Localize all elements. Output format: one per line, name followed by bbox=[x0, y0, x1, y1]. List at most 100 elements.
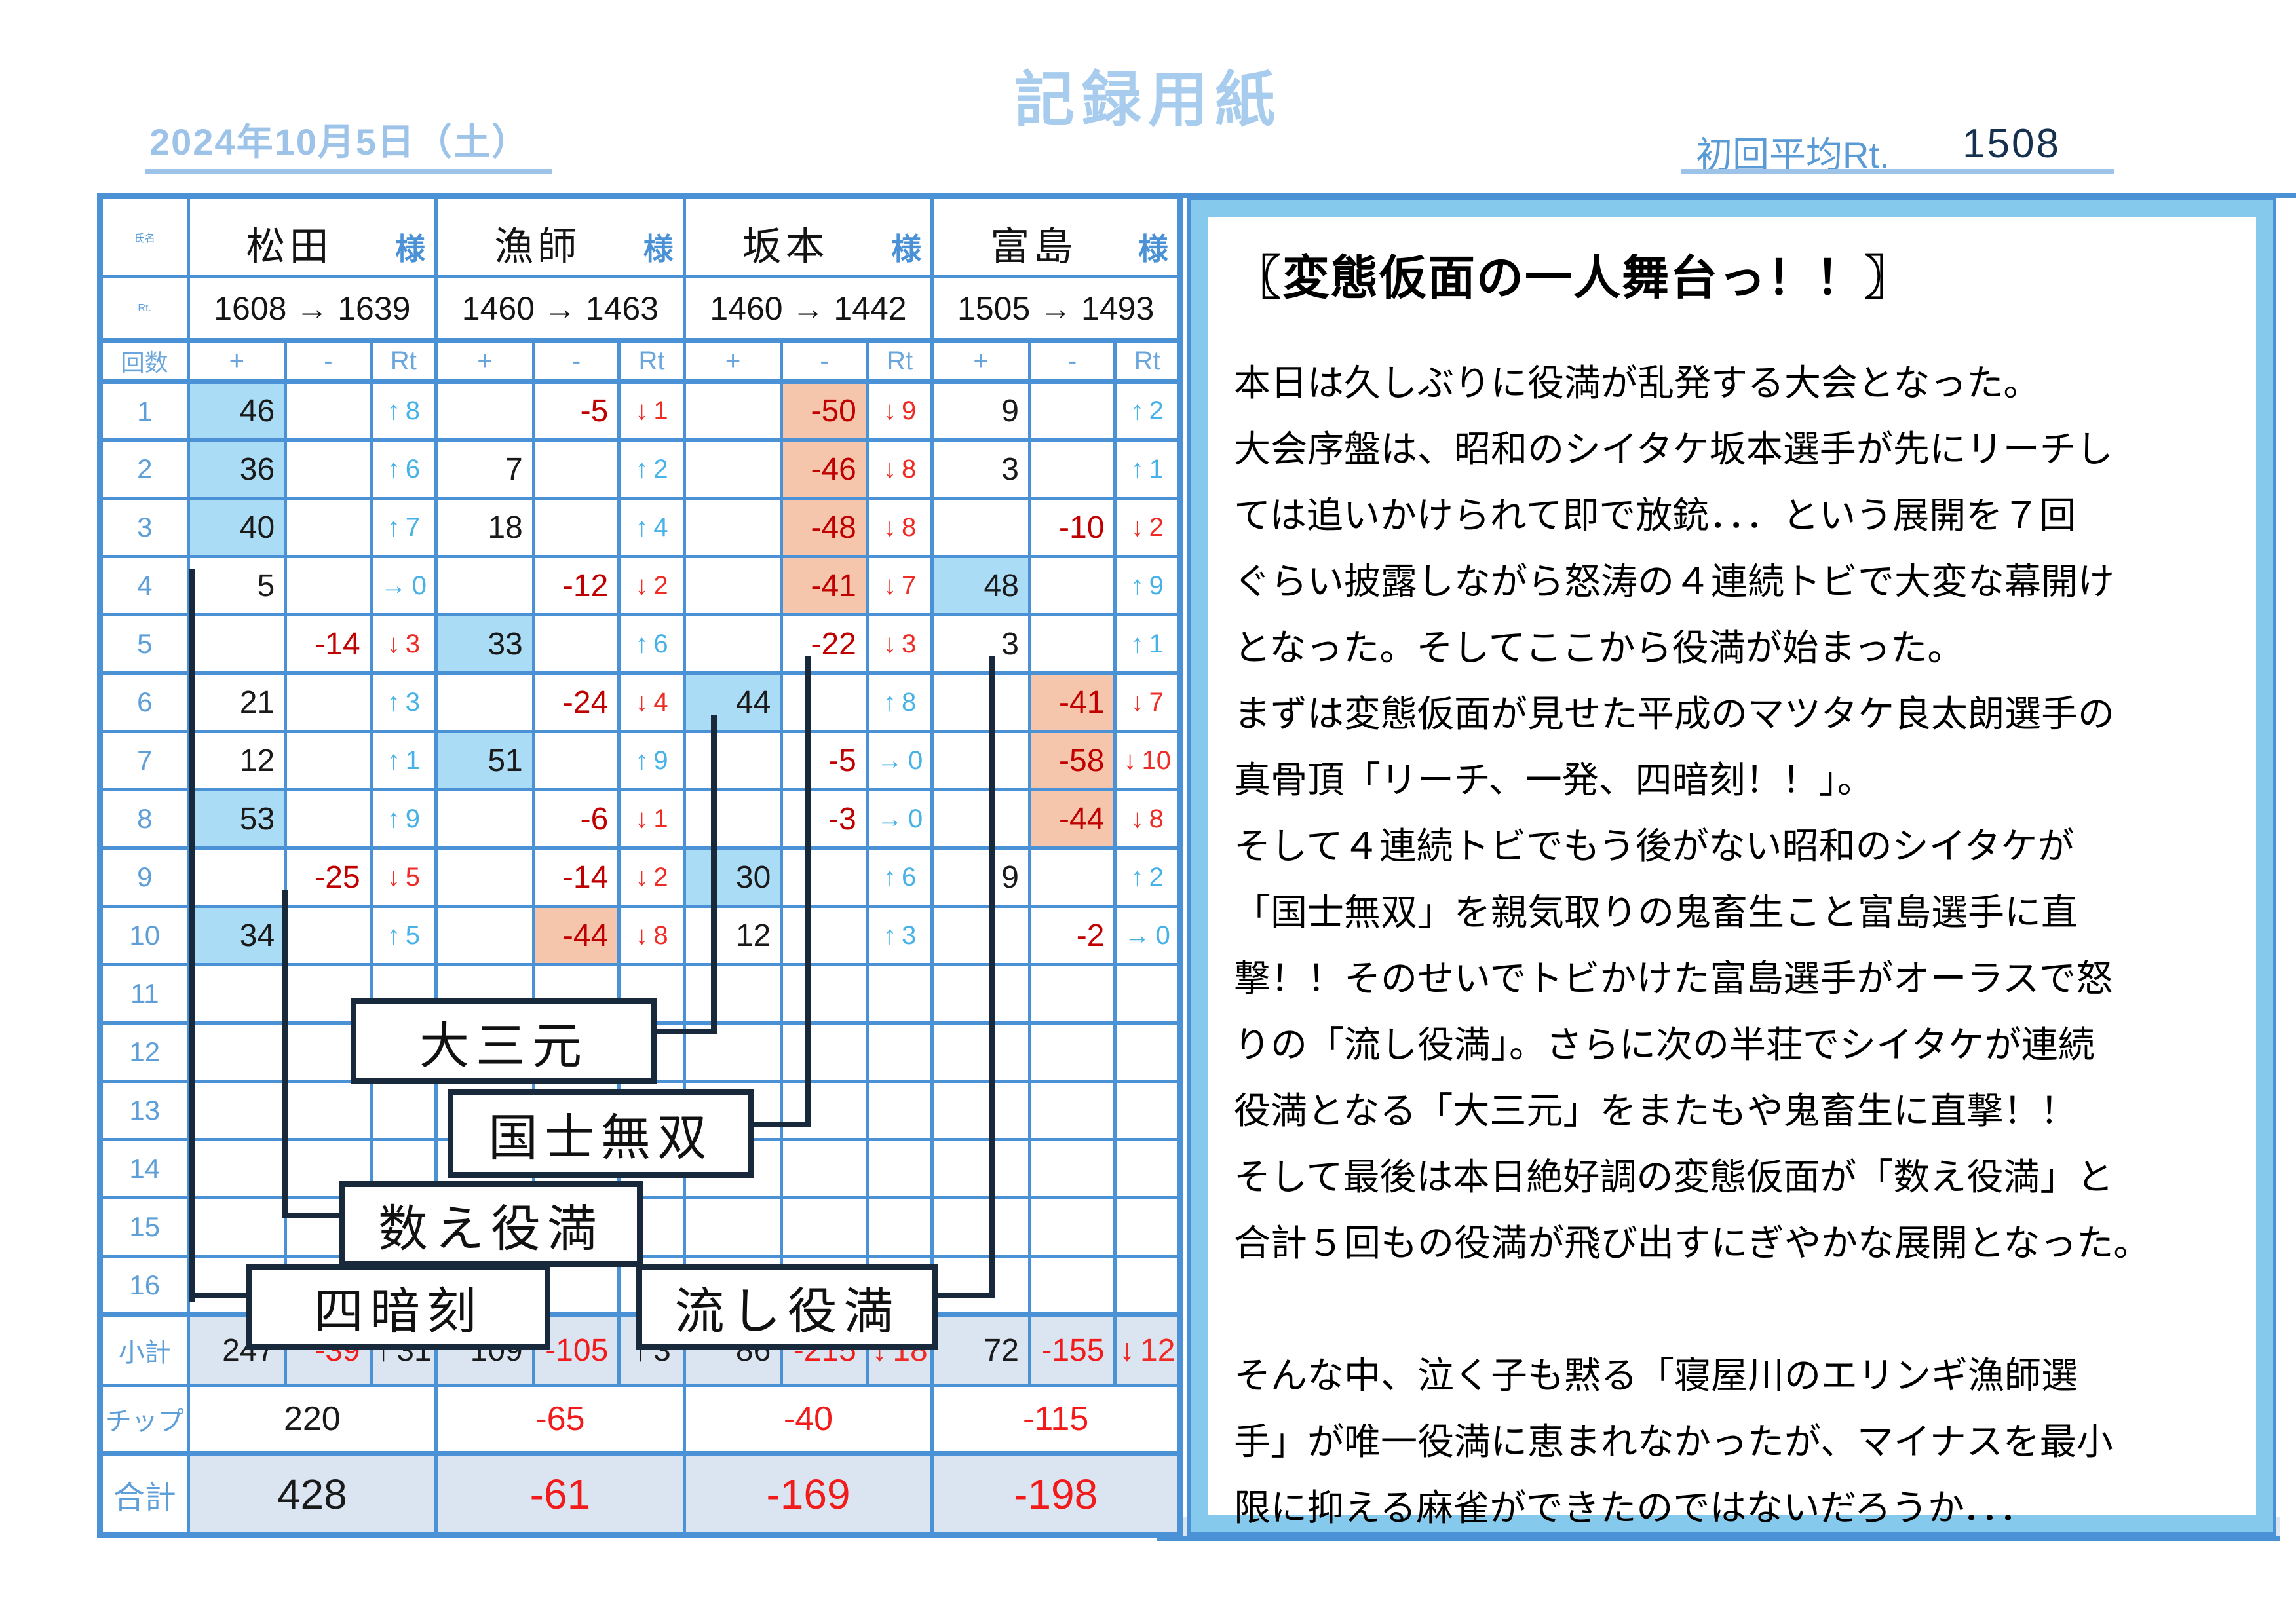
story-line: 撃！！そのせいでトビかけた富島選手がオーラスで怒 bbox=[1234, 958, 2113, 999]
initial-average-rt-value: 1508 bbox=[1962, 121, 2061, 166]
story-line: りの「流し役満」。さらに次の半荘でシイタケが連続 bbox=[1234, 1024, 2095, 1065]
total-value-cell: -198 bbox=[930, 1452, 1182, 1537]
score-cell: -41 bbox=[780, 555, 869, 616]
score-cell bbox=[682, 730, 784, 791]
story-line: そして最後は本日絶好調の変態仮面が「数え役満」と bbox=[1234, 1156, 2114, 1198]
plus-column-header: + bbox=[682, 339, 784, 384]
connector-nagashi-vertical bbox=[989, 656, 995, 1298]
chip-value-cell: -40 bbox=[682, 1384, 934, 1456]
rt-change-cell: → 0 bbox=[369, 555, 438, 616]
honorific-label: 様 bbox=[395, 232, 426, 266]
rt-change-cell: ↑ 4 bbox=[617, 497, 686, 558]
score-cell: 44 bbox=[682, 671, 784, 733]
plus-column-header: + bbox=[186, 339, 288, 384]
chip-value-cell: -65 bbox=[434, 1384, 686, 1456]
story-body: 本日は久しぶりに役満が乱発する大会となった。 大会序盤は、昭和のシイタケ坂本選手が… bbox=[1234, 350, 2256, 1541]
initial-average-rt-label: 初回平均Rt. bbox=[1696, 134, 1890, 176]
story-line: ては追いかけられて即で放銃．．．という展開を７回 bbox=[1234, 495, 2076, 536]
rt-change-cell: ↑ 2 bbox=[1113, 380, 1182, 442]
plus-column-header: + bbox=[434, 339, 535, 384]
avg-underline bbox=[1681, 169, 2114, 174]
score-cell: -25 bbox=[284, 846, 373, 908]
grid-line-top bbox=[1183, 193, 2296, 198]
game-row-8: 8 53 ↑ 9 -6 ↓ 1 -3 → 0 -44 ↓ 8 bbox=[98, 788, 1182, 850]
score-cell bbox=[1027, 1138, 1117, 1199]
story-line: 限に抑える麻雀ができたのではないだろうか．．． bbox=[1234, 1487, 2037, 1528]
score-cell bbox=[682, 380, 784, 442]
player-name: 坂本 bbox=[742, 225, 829, 269]
score-cell bbox=[284, 497, 373, 558]
game-row-4: 4 5 → 0 -12 ↓ 2 -41 ↓ 7 48 ↑ 9 bbox=[98, 555, 1182, 616]
rt-change-cell bbox=[865, 1196, 934, 1258]
score-cell bbox=[930, 1080, 1031, 1141]
score-cell bbox=[1027, 1196, 1117, 1258]
player-name-cell: 坂本 様 bbox=[682, 195, 934, 278]
score-cell bbox=[780, 671, 869, 733]
rt-change-cell: ↑ 8 bbox=[369, 380, 438, 442]
rt-change-cell: ↓ 1 bbox=[617, 788, 686, 850]
rt-change-cell: → 0 bbox=[865, 788, 934, 850]
rt-change-cell: ↓ 4 bbox=[617, 671, 686, 733]
story-line: 「国士無双」を親気取りの鬼畜生こと富島選手に直 bbox=[1234, 892, 2078, 933]
rating-row: Rt. 1608 → 1639 1460 → 1463 1460 → 1442 1505… bbox=[98, 275, 1182, 343]
connector-kokushi-vertical bbox=[805, 656, 811, 1127]
story-line: 合計５回もの役満が飛び出すにぎやかな展開となった。 bbox=[1234, 1222, 2151, 1264]
rt-column-header: Rt bbox=[617, 339, 686, 384]
honorific-label: 様 bbox=[643, 232, 674, 266]
score-cell: 36 bbox=[186, 438, 288, 500]
round-number: 5 bbox=[98, 613, 190, 675]
story-line: となった。そしてここから役満が始まった。 bbox=[1234, 627, 1964, 668]
score-cell bbox=[434, 905, 535, 966]
round-number: 2 bbox=[98, 438, 190, 500]
score-cell bbox=[434, 788, 535, 850]
score-cell bbox=[284, 555, 373, 616]
callout-nagashiyakuman: 流し役満 bbox=[636, 1264, 938, 1350]
rt-change-cell: ↓ 7 bbox=[1113, 671, 1182, 733]
game-row-9: 9 -25 ↓ 5 -14 ↓ 2 30 ↑ 6 9 ↑ 2 bbox=[98, 846, 1182, 908]
chip-row: チップ 220 -65 -40 -115 bbox=[98, 1384, 1182, 1456]
rt-change-cell: ↑ 6 bbox=[617, 613, 686, 675]
score-cell: 7 bbox=[434, 438, 535, 500]
score-cell: 9 bbox=[930, 380, 1031, 442]
story-line: 真骨頂「リーチ、一発、四暗刻！！」。 bbox=[1234, 759, 1874, 801]
score-cell: -14 bbox=[531, 846, 621, 908]
score-cell bbox=[682, 497, 784, 558]
round-number: 13 bbox=[98, 1080, 190, 1141]
score-cell: 40 bbox=[186, 497, 288, 558]
rt-change-cell: ↓ 2 bbox=[1113, 497, 1182, 558]
rt-change-cell: ↓ 8 bbox=[865, 497, 934, 558]
score-cell: 51 bbox=[434, 730, 535, 791]
rt-change-cell: ↑ 2 bbox=[617, 438, 686, 500]
round-number: 12 bbox=[98, 1021, 190, 1083]
score-cell bbox=[682, 788, 784, 850]
score-cell: -50 bbox=[780, 380, 869, 442]
date-label: 2024年10月5日（土） bbox=[149, 121, 530, 162]
chip-value-cell: -115 bbox=[930, 1384, 1182, 1456]
rt-change-cell: ↑ 3 bbox=[369, 671, 438, 733]
score-cell bbox=[930, 1138, 1031, 1199]
minus-column-header: - bbox=[780, 339, 869, 384]
round-number: 15 bbox=[98, 1196, 190, 1258]
grid-line-bottom bbox=[1157, 1536, 2280, 1541]
score-cell bbox=[1027, 1021, 1117, 1083]
rt-change-cell: ↑ 1 bbox=[1113, 613, 1182, 675]
score-cell bbox=[186, 1138, 288, 1199]
score-cell bbox=[930, 671, 1031, 733]
score-cell bbox=[930, 497, 1031, 558]
score-cell: -2 bbox=[1027, 905, 1117, 966]
score-cell bbox=[284, 730, 373, 791]
connector-daisangen-horizontal bbox=[645, 1029, 717, 1034]
score-cell bbox=[531, 497, 621, 558]
score-cell: -3 bbox=[780, 788, 869, 850]
connector-nagashi-horizontal bbox=[924, 1293, 995, 1298]
score-cell bbox=[780, 1021, 869, 1083]
score-cell: 21 bbox=[186, 671, 288, 733]
rt-change-cell: ↑ 9 bbox=[1113, 555, 1182, 616]
score-cell: 3 bbox=[930, 613, 1031, 675]
story-line: そして４連続トビでもう後がない昭和のシイタケが bbox=[1234, 825, 2075, 867]
rt-change-cell: ↓ 12 bbox=[1113, 1313, 1182, 1387]
rt-change-cell bbox=[865, 1021, 934, 1083]
game-row-7: 7 12 ↑ 1 51 ↑ 9 -5 → 0 -58 ↓ 10 bbox=[98, 730, 1182, 791]
rt-change-cell bbox=[1113, 1255, 1182, 1317]
rt-change-cell: ↓ 8 bbox=[1113, 788, 1182, 850]
